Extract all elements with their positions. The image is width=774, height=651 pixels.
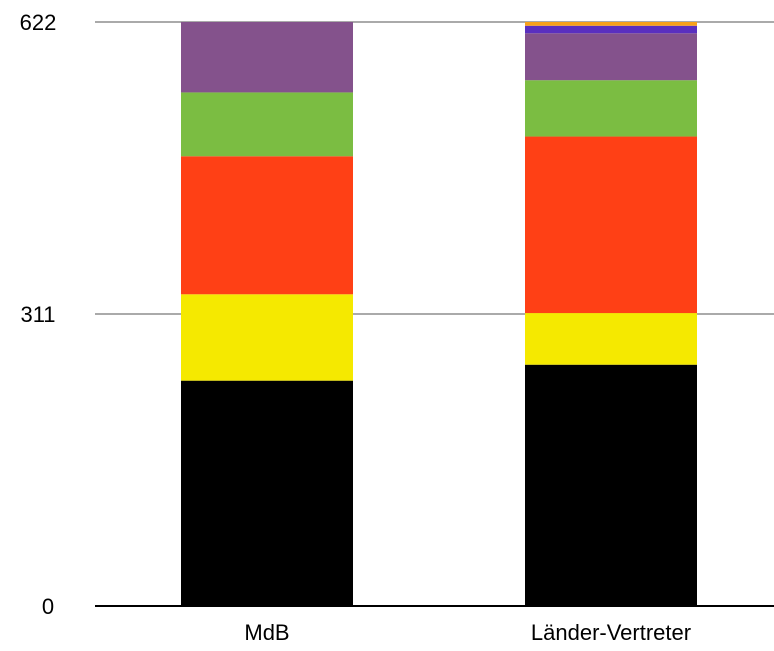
bar-segment-laender-vertreter-1 bbox=[525, 313, 697, 365]
bar-segment-laender-vertreter-4 bbox=[525, 33, 697, 81]
bar-segment-laender-vertreter-5 bbox=[525, 25, 697, 34]
bar-segment-mdb-4 bbox=[181, 22, 353, 93]
bar-segment-laender-vertreter-0 bbox=[525, 364, 697, 606]
bar-segment-mdb-1 bbox=[181, 294, 353, 381]
bar-segment-mdb-0 bbox=[181, 380, 353, 606]
category-label-mdb: MdB bbox=[244, 620, 289, 645]
bar-segment-laender-vertreter-2 bbox=[525, 136, 697, 314]
bar-segment-laender-vertreter-6 bbox=[525, 22, 697, 26]
y-tick-label-311: 311 bbox=[20, 302, 55, 327]
bar-segment-mdb-2 bbox=[181, 156, 353, 295]
y-tick-label-0: 0 bbox=[42, 594, 54, 619]
category-label-laender-vertreter: Länder-Vertreter bbox=[531, 620, 691, 645]
bar-segment-laender-vertreter-3 bbox=[525, 80, 697, 137]
bars bbox=[181, 22, 697, 606]
y-tick-label-622: 622 bbox=[20, 10, 57, 35]
bar-segment-mdb-3 bbox=[181, 92, 353, 157]
